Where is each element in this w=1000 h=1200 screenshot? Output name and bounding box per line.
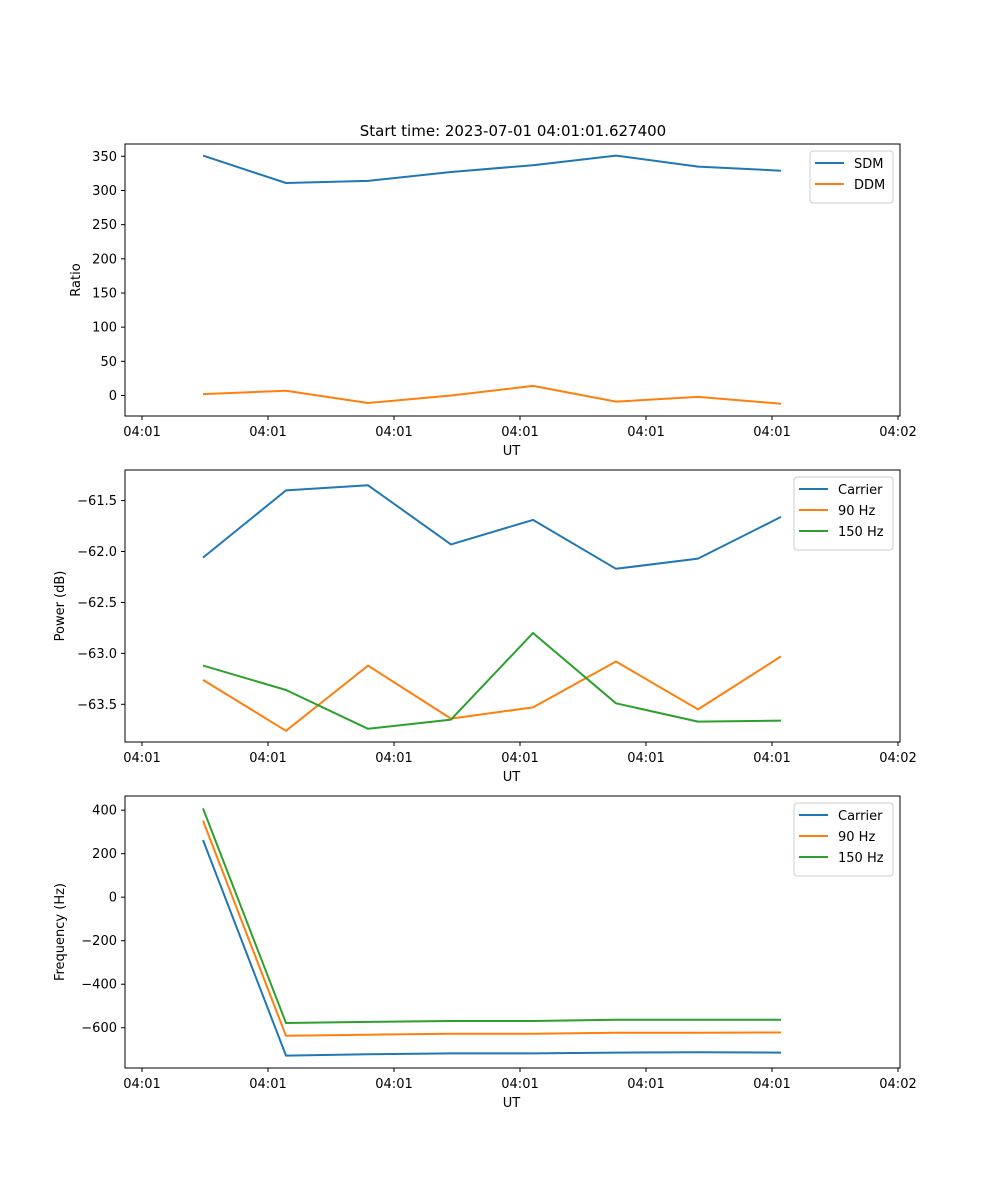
y-tick-label: −63.5 [77,698,117,713]
legend-label: DDM [854,178,885,193]
y-tick-label: −62.0 [77,545,117,560]
x-tick-label: 04:02 [879,1077,916,1092]
x-tick-label: 04:02 [879,751,916,766]
y-tick-label: 100 [92,321,117,336]
series-line-90-hz [202,820,782,1037]
legend-label: 150 Hz [838,525,884,540]
y-axis-label: Ratio [69,263,84,296]
y-tick-label: −600 [81,1021,117,1036]
legend: SDM DDM [809,150,894,204]
x-tick-label: 04:01 [375,425,412,440]
x-axis-label: UT [503,444,521,459]
figure-title: Start time: 2023-07-01 04:01:01.627400 [360,122,666,140]
y-tick-label: 200 [92,252,117,267]
x-tick-label: 04:01 [627,425,664,440]
legend-label: Carrier [838,483,883,498]
y-tick-label: 0 [109,389,117,404]
x-tick-label: 04:01 [753,1077,790,1092]
x-tick-label: 04:01 [123,1077,160,1092]
y-tick-label: −200 [81,934,117,949]
y-tick-label: 250 [92,218,117,233]
y-tick-label: 50 [100,355,117,370]
x-tick-label: 04:01 [249,425,286,440]
x-tick-label: 04:01 [375,751,412,766]
legend: Carrier 90 Hz 150 Hz [793,802,894,877]
x-tick-label: 04:01 [627,1077,664,1092]
y-axis-label: Frequency (Hz) [53,883,68,981]
x-tick-label: 04:01 [249,1077,286,1092]
chart-panel-1: 04:01 04:01 04:01 04:01 04:01 04:01 04:02 UT 0 50… [69,143,917,459]
chart-panel-3: 04:01 04:01 04:01 04:01 04:01 04:01 04:02 UT −60… [53,795,917,1111]
plot-frame [124,469,901,743]
plot-frame [124,795,901,1069]
y-tick-label: 350 [92,150,117,165]
y-tick-label: −63.0 [77,647,117,662]
x-tick-label: 04:01 [375,1077,412,1092]
x-tick-label: 04:01 [249,751,286,766]
y-tick-label: 400 [92,804,117,819]
x-tick-label: 04:01 [501,751,538,766]
x-tick-label: 04:02 [879,425,916,440]
x-tick-label: 04:01 [753,751,790,766]
y-tick-label: −400 [81,978,117,993]
y-tick-label: 300 [92,184,117,199]
series-line-150-hz [202,808,781,1024]
x-tick-label: 04:01 [501,1077,538,1092]
x-tick-label: 04:01 [627,751,664,766]
legend-label: SDM [854,157,883,172]
legend-label: Carrier [838,809,883,824]
y-tick-label: 150 [92,286,117,301]
x-axis-label: UT [503,770,521,785]
series-line-carrier [202,484,782,570]
x-axis-label: UT [503,1096,521,1111]
series-line-150-hz [202,632,782,730]
series-line-carrier [202,839,782,1057]
legend-label: 90 Hz [838,504,875,519]
legend-label: 90 Hz [838,830,875,845]
y-tick-label: 0 [109,891,117,906]
x-tick-label: 04:01 [123,751,160,766]
y-tick-label: −62.5 [77,596,117,611]
plot-frame [124,143,901,417]
legend-label: 150 Hz [838,851,884,866]
chart-panel-2: 04:01 04:01 04:01 04:01 04:01 04:01 04:02 UT −63… [53,469,917,785]
y-tick-label: −61.5 [77,494,117,509]
series-line-sdm [202,154,782,184]
panels: 04:01 04:01 04:01 04:01 04:01 04:01 04:02 UT 0 50… [53,143,917,1111]
y-tick-label: 200 [92,847,117,862]
y-axis-label: Power (dB) [53,571,68,642]
x-tick-label: 04:01 [753,425,790,440]
series-line-90-hz [202,655,782,732]
x-tick-label: 04:01 [501,425,538,440]
series-line-ddm [202,384,782,405]
legend: Carrier 90 Hz 150 Hz [793,476,894,551]
x-tick-label: 04:01 [123,425,160,440]
